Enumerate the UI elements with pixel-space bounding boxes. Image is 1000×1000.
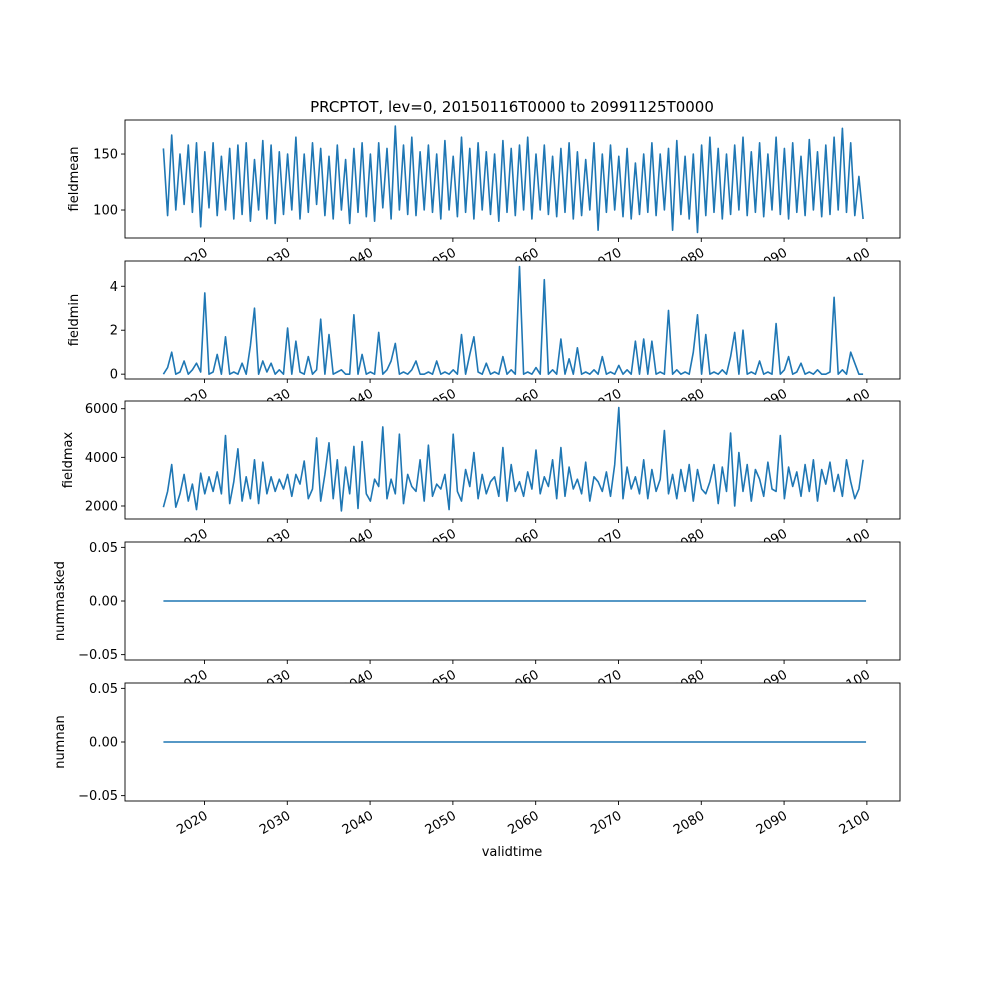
series-line-fieldmin — [162, 265, 864, 376]
y-tick-label: 6000 — [85, 402, 118, 417]
series-line-fieldmean — [162, 125, 864, 234]
y-tick-label: 0.05 — [89, 682, 118, 697]
y-axis-label: fieldmax — [61, 432, 76, 489]
y-axis-label: fieldmean — [67, 147, 82, 212]
y-tick-label: 4 — [110, 280, 118, 295]
y-tick-label: 0.00 — [89, 736, 118, 751]
y-tick-label: 0 — [110, 368, 118, 383]
plot-area — [125, 401, 900, 519]
y-tick-label: 2000 — [85, 499, 118, 514]
plot-area — [125, 261, 900, 379]
y-tick-label: −0.05 — [78, 789, 118, 804]
axes-frame — [124, 119, 901, 239]
y-tick-label: 150 — [93, 148, 118, 163]
axes-frame — [124, 260, 901, 380]
axes-frame — [124, 400, 901, 520]
x-axis-label: validtime — [482, 845, 543, 860]
chart-title: PRCPTOT, lev=0, 20150116T0000 to 2099112… — [310, 98, 714, 116]
y-tick-label: 0.05 — [89, 541, 118, 556]
y-axis-label: nummasked — [53, 561, 68, 641]
y-axis-label: numnan — [53, 715, 68, 769]
y-tick-label: 2 — [110, 324, 118, 339]
y-axis-label: fieldmin — [67, 294, 82, 347]
y-tick-label: 4000 — [85, 451, 118, 466]
y-tick-label: 100 — [93, 204, 118, 219]
series-line-fieldmax — [162, 406, 864, 512]
y-tick-label: −0.05 — [78, 648, 118, 663]
y-tick-label: 0.00 — [89, 595, 118, 610]
